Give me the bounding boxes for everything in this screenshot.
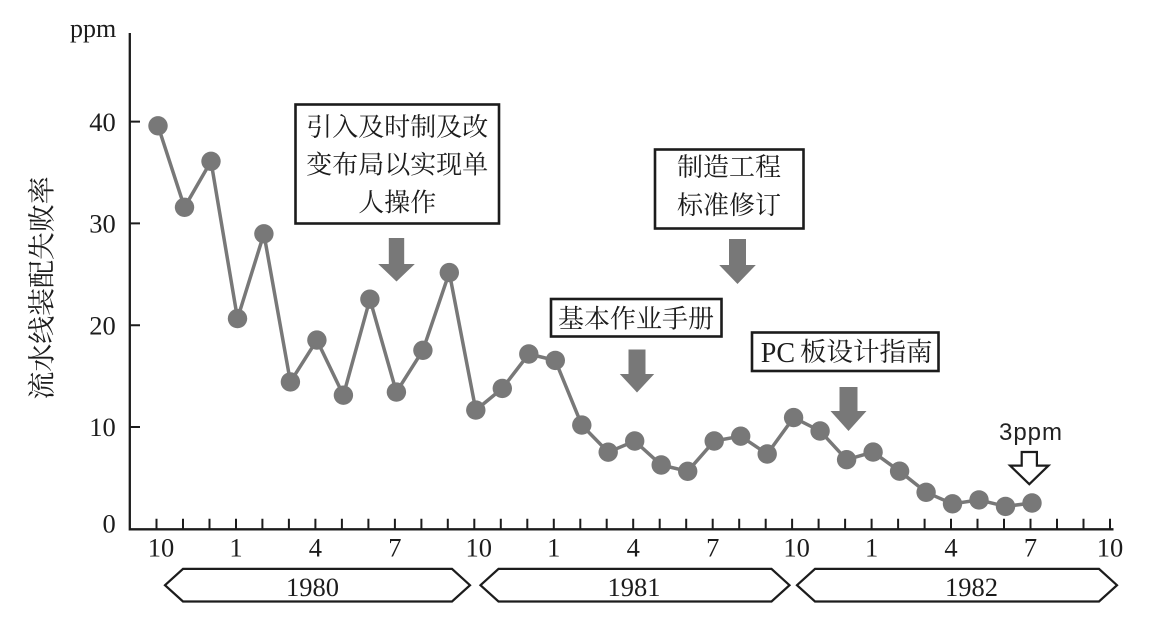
svg-text:10: 10 [89,412,116,442]
svg-text:10: 10 [783,532,810,562]
svg-text:7: 7 [388,532,401,562]
svg-text:1980: 1980 [286,572,339,602]
svg-text:4: 4 [309,532,322,562]
svg-text:10: 10 [466,532,493,562]
svg-text:ppm: ppm [70,14,116,43]
svg-text:1981: 1981 [608,572,661,602]
svg-text:1982: 1982 [945,572,998,602]
svg-text:1: 1 [865,532,878,562]
svg-text:30: 30 [89,209,116,239]
svg-text:3ppm: 3ppm [999,419,1063,446]
svg-text:4: 4 [944,532,957,562]
svg-text:1: 1 [229,532,242,562]
svg-text:PC: PC [761,338,795,369]
svg-text:10: 10 [1097,532,1124,562]
svg-text:20: 20 [89,310,116,340]
svg-text:0: 0 [103,509,116,539]
svg-text:7: 7 [706,532,719,562]
svg-text:10: 10 [148,532,175,562]
svg-text:1: 1 [547,532,560,562]
svg-text:4: 4 [627,532,640,562]
svg-text:7: 7 [1024,532,1037,562]
svg-text:40: 40 [89,107,116,137]
